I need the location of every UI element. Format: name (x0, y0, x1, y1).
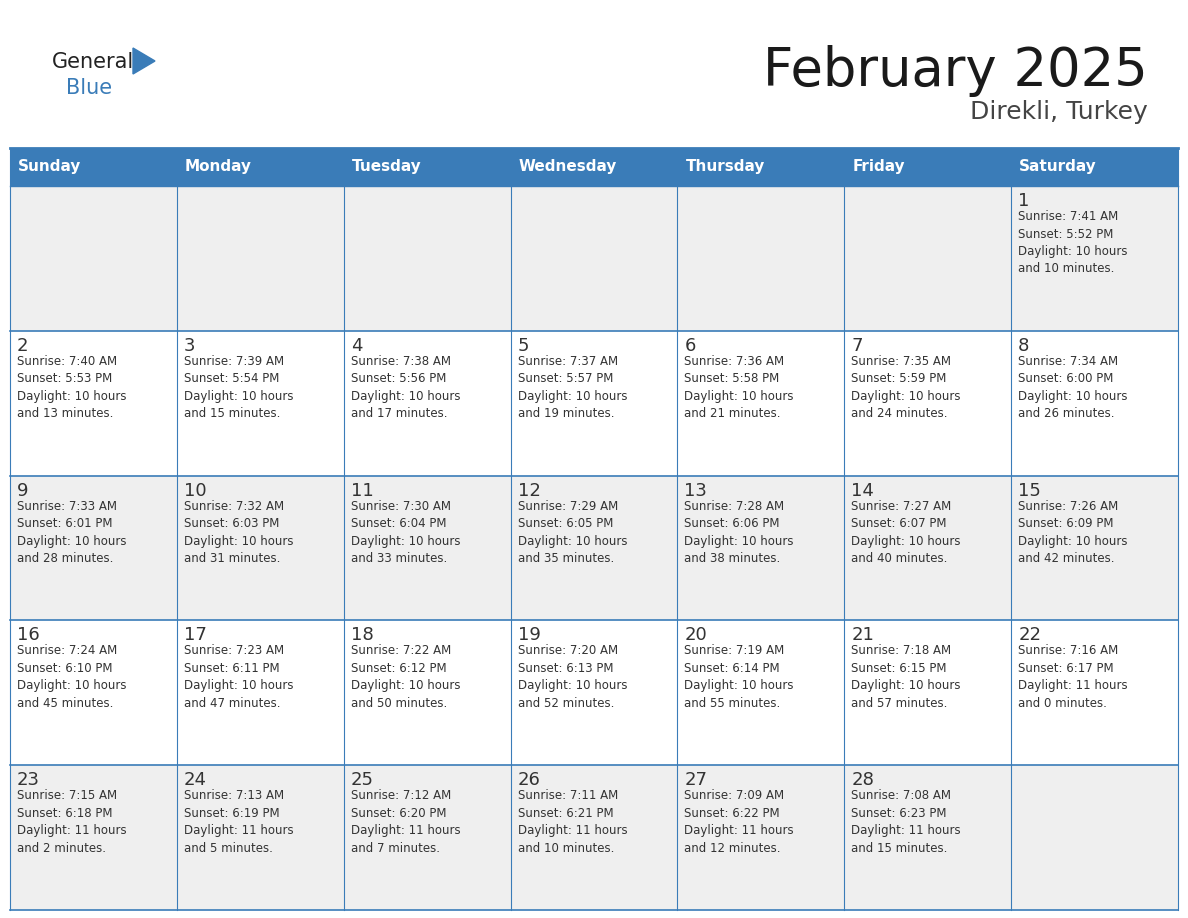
Text: 13: 13 (684, 482, 707, 499)
Polygon shape (133, 48, 154, 74)
Text: Sunrise: 7:41 AM
Sunset: 5:52 PM
Daylight: 10 hours
and 10 minutes.: Sunrise: 7:41 AM Sunset: 5:52 PM Dayligh… (1018, 210, 1127, 275)
Text: Tuesday: Tuesday (352, 160, 422, 174)
Text: 10: 10 (184, 482, 207, 499)
Text: Sunrise: 7:08 AM
Sunset: 6:23 PM
Daylight: 11 hours
and 15 minutes.: Sunrise: 7:08 AM Sunset: 6:23 PM Dayligh… (852, 789, 961, 855)
Text: Blue: Blue (67, 78, 112, 98)
Text: Sunrise: 7:12 AM
Sunset: 6:20 PM
Daylight: 11 hours
and 7 minutes.: Sunrise: 7:12 AM Sunset: 6:20 PM Dayligh… (350, 789, 460, 855)
Text: Sunrise: 7:24 AM
Sunset: 6:10 PM
Daylight: 10 hours
and 45 minutes.: Sunrise: 7:24 AM Sunset: 6:10 PM Dayligh… (17, 644, 126, 710)
Text: 19: 19 (518, 626, 541, 644)
Text: 7: 7 (852, 337, 862, 354)
Text: Sunday: Sunday (18, 160, 81, 174)
Text: Direkli, Turkey: Direkli, Turkey (971, 100, 1148, 124)
Bar (10, 766, 1178, 910)
Text: 27: 27 (684, 771, 707, 789)
Text: Friday: Friday (852, 160, 905, 174)
Text: Saturday: Saturday (1019, 160, 1097, 174)
Text: Sunrise: 7:13 AM
Sunset: 6:19 PM
Daylight: 11 hours
and 5 minutes.: Sunrise: 7:13 AM Sunset: 6:19 PM Dayligh… (184, 789, 293, 855)
Bar (10, 621, 1178, 766)
Text: Sunrise: 7:11 AM
Sunset: 6:21 PM
Daylight: 11 hours
and 10 minutes.: Sunrise: 7:11 AM Sunset: 6:21 PM Dayligh… (518, 789, 627, 855)
Text: 23: 23 (17, 771, 40, 789)
Text: Sunrise: 7:29 AM
Sunset: 6:05 PM
Daylight: 10 hours
and 35 minutes.: Sunrise: 7:29 AM Sunset: 6:05 PM Dayligh… (518, 499, 627, 565)
Text: Sunrise: 7:33 AM
Sunset: 6:01 PM
Daylight: 10 hours
and 28 minutes.: Sunrise: 7:33 AM Sunset: 6:01 PM Dayligh… (17, 499, 126, 565)
Text: 6: 6 (684, 337, 696, 354)
Text: Wednesday: Wednesday (519, 160, 617, 174)
Text: 18: 18 (350, 626, 373, 644)
Bar (10, 148, 177, 186)
Text: 11: 11 (350, 482, 373, 499)
Text: 21: 21 (852, 626, 874, 644)
Text: Sunrise: 7:39 AM
Sunset: 5:54 PM
Daylight: 10 hours
and 15 minutes.: Sunrise: 7:39 AM Sunset: 5:54 PM Dayligh… (184, 354, 293, 420)
Text: Sunrise: 7:32 AM
Sunset: 6:03 PM
Daylight: 10 hours
and 31 minutes.: Sunrise: 7:32 AM Sunset: 6:03 PM Dayligh… (184, 499, 293, 565)
Text: Sunrise: 7:16 AM
Sunset: 6:17 PM
Daylight: 11 hours
and 0 minutes.: Sunrise: 7:16 AM Sunset: 6:17 PM Dayligh… (1018, 644, 1127, 710)
Text: Sunrise: 7:27 AM
Sunset: 6:07 PM
Daylight: 10 hours
and 40 minutes.: Sunrise: 7:27 AM Sunset: 6:07 PM Dayligh… (852, 499, 961, 565)
Text: 9: 9 (17, 482, 29, 499)
Text: 12: 12 (518, 482, 541, 499)
Text: 16: 16 (17, 626, 39, 644)
Text: Sunrise: 7:15 AM
Sunset: 6:18 PM
Daylight: 11 hours
and 2 minutes.: Sunrise: 7:15 AM Sunset: 6:18 PM Dayligh… (17, 789, 127, 855)
Bar (677, 148, 845, 186)
Text: 24: 24 (184, 771, 207, 789)
Text: 8: 8 (1018, 337, 1030, 354)
Bar (1011, 148, 1178, 186)
Bar (10, 476, 1178, 621)
Text: 5: 5 (518, 337, 529, 354)
Text: Sunrise: 7:28 AM
Sunset: 6:06 PM
Daylight: 10 hours
and 38 minutes.: Sunrise: 7:28 AM Sunset: 6:06 PM Dayligh… (684, 499, 794, 565)
Text: Sunrise: 7:40 AM
Sunset: 5:53 PM
Daylight: 10 hours
and 13 minutes.: Sunrise: 7:40 AM Sunset: 5:53 PM Dayligh… (17, 354, 126, 420)
Text: Sunrise: 7:34 AM
Sunset: 6:00 PM
Daylight: 10 hours
and 26 minutes.: Sunrise: 7:34 AM Sunset: 6:00 PM Dayligh… (1018, 354, 1127, 420)
Bar (511, 148, 677, 186)
Text: General: General (52, 52, 134, 72)
Bar (10, 186, 1178, 330)
Text: Sunrise: 7:09 AM
Sunset: 6:22 PM
Daylight: 11 hours
and 12 minutes.: Sunrise: 7:09 AM Sunset: 6:22 PM Dayligh… (684, 789, 794, 855)
Text: Thursday: Thursday (685, 160, 765, 174)
Text: Sunrise: 7:37 AM
Sunset: 5:57 PM
Daylight: 10 hours
and 19 minutes.: Sunrise: 7:37 AM Sunset: 5:57 PM Dayligh… (518, 354, 627, 420)
Text: February 2025: February 2025 (763, 45, 1148, 97)
Text: 4: 4 (350, 337, 362, 354)
Text: 1: 1 (1018, 192, 1030, 210)
Text: 17: 17 (184, 626, 207, 644)
Text: 26: 26 (518, 771, 541, 789)
Text: 14: 14 (852, 482, 874, 499)
Text: Sunrise: 7:26 AM
Sunset: 6:09 PM
Daylight: 10 hours
and 42 minutes.: Sunrise: 7:26 AM Sunset: 6:09 PM Dayligh… (1018, 499, 1127, 565)
Text: Sunrise: 7:22 AM
Sunset: 6:12 PM
Daylight: 10 hours
and 50 minutes.: Sunrise: 7:22 AM Sunset: 6:12 PM Dayligh… (350, 644, 460, 710)
Text: Sunrise: 7:23 AM
Sunset: 6:11 PM
Daylight: 10 hours
and 47 minutes.: Sunrise: 7:23 AM Sunset: 6:11 PM Dayligh… (184, 644, 293, 710)
Text: Sunrise: 7:20 AM
Sunset: 6:13 PM
Daylight: 10 hours
and 52 minutes.: Sunrise: 7:20 AM Sunset: 6:13 PM Dayligh… (518, 644, 627, 710)
Text: 2: 2 (17, 337, 29, 354)
Text: Sunrise: 7:35 AM
Sunset: 5:59 PM
Daylight: 10 hours
and 24 minutes.: Sunrise: 7:35 AM Sunset: 5:59 PM Dayligh… (852, 354, 961, 420)
Text: 22: 22 (1018, 626, 1041, 644)
Bar (343, 148, 511, 186)
Bar (845, 148, 1011, 186)
Text: 3: 3 (184, 337, 195, 354)
Text: Sunrise: 7:38 AM
Sunset: 5:56 PM
Daylight: 10 hours
and 17 minutes.: Sunrise: 7:38 AM Sunset: 5:56 PM Dayligh… (350, 354, 460, 420)
Text: Sunrise: 7:19 AM
Sunset: 6:14 PM
Daylight: 10 hours
and 55 minutes.: Sunrise: 7:19 AM Sunset: 6:14 PM Dayligh… (684, 644, 794, 710)
Text: Sunrise: 7:36 AM
Sunset: 5:58 PM
Daylight: 10 hours
and 21 minutes.: Sunrise: 7:36 AM Sunset: 5:58 PM Dayligh… (684, 354, 794, 420)
Text: Sunrise: 7:30 AM
Sunset: 6:04 PM
Daylight: 10 hours
and 33 minutes.: Sunrise: 7:30 AM Sunset: 6:04 PM Dayligh… (350, 499, 460, 565)
Text: 25: 25 (350, 771, 374, 789)
Text: 15: 15 (1018, 482, 1041, 499)
Bar (10, 330, 1178, 476)
Text: 20: 20 (684, 626, 707, 644)
Bar (177, 148, 343, 186)
Text: Sunrise: 7:18 AM
Sunset: 6:15 PM
Daylight: 10 hours
and 57 minutes.: Sunrise: 7:18 AM Sunset: 6:15 PM Dayligh… (852, 644, 961, 710)
Text: 28: 28 (852, 771, 874, 789)
Text: Monday: Monday (185, 160, 252, 174)
